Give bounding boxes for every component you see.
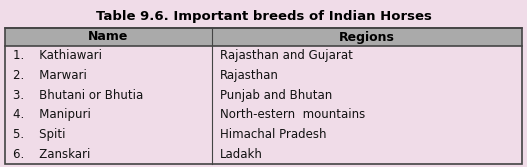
Bar xyxy=(5,85,522,105)
Bar xyxy=(5,144,522,164)
Text: 6.    Zanskari: 6. Zanskari xyxy=(13,148,90,161)
Bar xyxy=(5,46,522,66)
Text: North-estern  mountains: North-estern mountains xyxy=(220,108,365,121)
Bar xyxy=(5,28,522,46)
Text: Himachal Pradesh: Himachal Pradesh xyxy=(220,128,326,141)
Text: Rajasthan: Rajasthan xyxy=(220,69,279,82)
Text: Ladakh: Ladakh xyxy=(220,148,262,161)
Text: 1.    Kathiawari: 1. Kathiawari xyxy=(13,49,102,62)
Text: 4.    Manipuri: 4. Manipuri xyxy=(13,108,91,121)
Text: Rajasthan and Gujarat: Rajasthan and Gujarat xyxy=(220,49,353,62)
Text: 5.    Spiti: 5. Spiti xyxy=(13,128,65,141)
Text: Regions: Regions xyxy=(339,31,395,43)
Text: Table 9.6. Important breeds of Indian Horses: Table 9.6. Important breeds of Indian Ho… xyxy=(95,10,432,23)
Text: Punjab and Bhutan: Punjab and Bhutan xyxy=(220,89,332,102)
Bar xyxy=(5,66,522,85)
Bar xyxy=(5,28,522,164)
Text: 2.    Marwari: 2. Marwari xyxy=(13,69,87,82)
Text: 3.    Bhutani or Bhutia: 3. Bhutani or Bhutia xyxy=(13,89,143,102)
Bar xyxy=(5,105,522,125)
Text: Name: Name xyxy=(88,31,129,43)
Bar xyxy=(5,125,522,144)
